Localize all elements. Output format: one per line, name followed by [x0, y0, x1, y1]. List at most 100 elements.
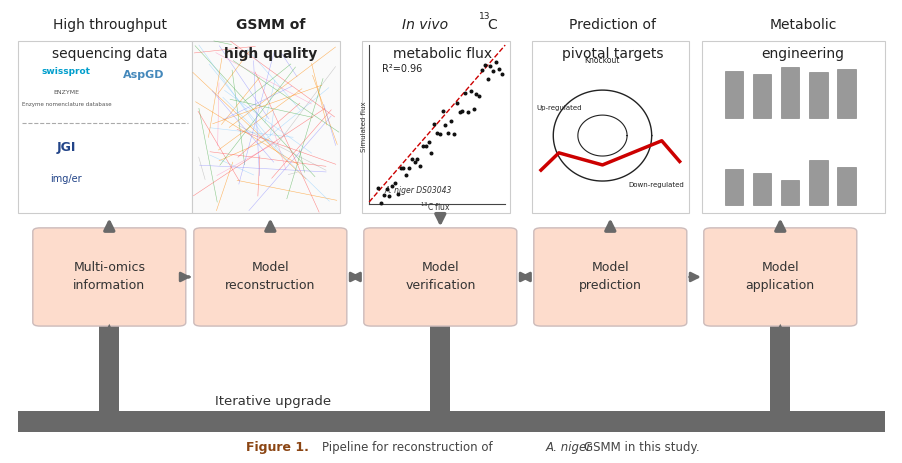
- Point: [432, 131, 446, 138]
- Point: [429, 129, 444, 137]
- Bar: [752, 173, 770, 205]
- Point: [460, 109, 474, 116]
- FancyBboxPatch shape: [194, 228, 346, 326]
- Text: ENZYME: ENZYME: [53, 90, 79, 95]
- Point: [419, 142, 433, 150]
- Point: [463, 87, 477, 94]
- Point: [384, 182, 399, 189]
- FancyBboxPatch shape: [533, 228, 686, 326]
- Bar: [808, 72, 826, 118]
- Point: [449, 99, 464, 106]
- Point: [477, 61, 492, 68]
- Point: [452, 108, 466, 115]
- Text: Enzyme nomenclature database: Enzyme nomenclature database: [22, 102, 111, 107]
- Bar: [836, 167, 855, 205]
- Point: [468, 91, 483, 98]
- Bar: [752, 74, 770, 118]
- Text: Model
prediction: Model prediction: [578, 262, 641, 293]
- Point: [491, 66, 505, 73]
- Text: Model
reconstruction: Model reconstruction: [225, 262, 315, 293]
- Text: $^{13}$C flux: $^{13}$C flux: [420, 200, 451, 213]
- Bar: [192, 41, 339, 213]
- Bar: [701, 41, 885, 213]
- Text: pivotal targets: pivotal targets: [561, 47, 663, 61]
- Point: [391, 190, 405, 198]
- Point: [404, 155, 419, 163]
- Text: 13: 13: [478, 12, 490, 21]
- Point: [444, 118, 458, 125]
- Text: swissprot: swissprot: [41, 67, 91, 76]
- Point: [455, 107, 469, 115]
- Text: Multi-omics
information: Multi-omics information: [73, 262, 145, 293]
- Bar: [723, 169, 742, 205]
- Bar: [723, 71, 742, 118]
- Text: In vivo: In vivo: [401, 18, 447, 31]
- Text: engineering: engineering: [760, 47, 843, 61]
- Bar: [430, 322, 450, 411]
- Bar: [780, 180, 798, 205]
- Text: Figure 1.: Figure 1.: [245, 441, 308, 454]
- Text: img/er: img/er: [51, 174, 82, 184]
- Bar: [769, 322, 789, 411]
- Text: A. niger DS03043: A. niger DS03043: [384, 186, 451, 194]
- Text: Pipeline for reconstruction of: Pipeline for reconstruction of: [321, 441, 495, 454]
- Text: high quality: high quality: [224, 47, 317, 61]
- Point: [493, 70, 508, 78]
- Point: [465, 106, 480, 113]
- Text: Metabolic: Metabolic: [769, 18, 836, 31]
- Bar: [17, 411, 885, 432]
- Text: JGI: JGI: [57, 141, 76, 154]
- Text: Down-regulated: Down-regulated: [628, 182, 684, 188]
- Point: [407, 158, 421, 166]
- Text: Knockout: Knockout: [584, 56, 620, 65]
- Point: [399, 171, 413, 179]
- Bar: [780, 67, 798, 118]
- Point: [376, 192, 391, 199]
- Point: [382, 192, 396, 200]
- Text: AspGD: AspGD: [123, 70, 164, 80]
- Point: [421, 138, 436, 145]
- Point: [393, 164, 408, 171]
- Text: sequencing data: sequencing data: [52, 47, 168, 61]
- Text: GSMM of: GSMM of: [235, 18, 305, 31]
- Text: High throughput: High throughput: [52, 18, 167, 31]
- Text: A. niger: A. niger: [545, 441, 591, 454]
- Point: [437, 121, 452, 129]
- Bar: [99, 322, 119, 411]
- Text: GSMM in this study.: GSMM in this study.: [584, 441, 699, 454]
- Bar: [531, 41, 688, 213]
- Bar: [362, 41, 509, 213]
- Point: [427, 120, 441, 127]
- Point: [480, 75, 494, 82]
- Point: [401, 164, 416, 172]
- Point: [396, 164, 410, 172]
- FancyBboxPatch shape: [703, 228, 856, 326]
- Point: [373, 199, 388, 206]
- Point: [410, 155, 424, 163]
- Bar: [17, 41, 192, 213]
- Text: Up-regulated: Up-regulated: [536, 105, 582, 111]
- Text: Model
application: Model application: [745, 262, 814, 293]
- Bar: [836, 69, 855, 118]
- Point: [435, 107, 449, 114]
- Point: [412, 162, 427, 169]
- Point: [440, 130, 455, 137]
- Text: C: C: [486, 18, 496, 31]
- Point: [424, 150, 438, 157]
- Text: Iterative upgrade: Iterative upgrade: [215, 395, 330, 408]
- FancyBboxPatch shape: [32, 228, 186, 326]
- Point: [371, 184, 385, 192]
- Point: [488, 58, 502, 65]
- Point: [387, 179, 401, 186]
- Bar: [808, 160, 826, 205]
- Point: [485, 68, 500, 75]
- Point: [474, 67, 489, 74]
- Text: Simulated flux: Simulated flux: [361, 101, 366, 152]
- Point: [416, 142, 430, 150]
- Text: R²=0.96: R²=0.96: [382, 63, 421, 74]
- FancyBboxPatch shape: [364, 228, 516, 326]
- Text: Prediction of: Prediction of: [568, 18, 656, 31]
- Point: [483, 62, 497, 69]
- Point: [446, 130, 461, 138]
- Text: metabolic flux: metabolic flux: [392, 47, 492, 61]
